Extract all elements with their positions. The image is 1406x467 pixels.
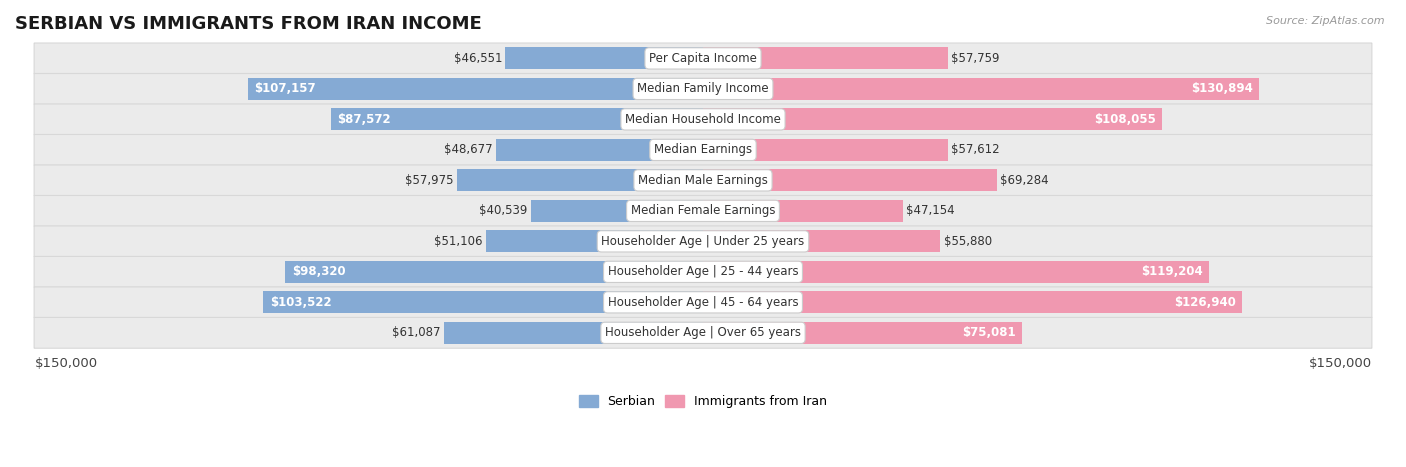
Bar xyxy=(531,200,703,222)
FancyBboxPatch shape xyxy=(34,256,1372,287)
Text: $55,880: $55,880 xyxy=(943,235,991,248)
Bar xyxy=(486,230,703,252)
Text: $57,612: $57,612 xyxy=(950,143,1000,156)
Bar xyxy=(505,48,703,70)
Text: $75,081: $75,081 xyxy=(962,326,1015,340)
Bar xyxy=(285,261,703,283)
Bar xyxy=(443,322,703,344)
Text: $40,539: $40,539 xyxy=(479,205,527,217)
Text: $119,204: $119,204 xyxy=(1142,265,1204,278)
Text: Householder Age | 25 - 44 years: Householder Age | 25 - 44 years xyxy=(607,265,799,278)
FancyBboxPatch shape xyxy=(34,43,1372,74)
FancyBboxPatch shape xyxy=(34,287,1372,318)
FancyBboxPatch shape xyxy=(34,73,1372,104)
Text: $61,087: $61,087 xyxy=(392,326,440,340)
FancyBboxPatch shape xyxy=(34,165,1372,196)
Text: $51,106: $51,106 xyxy=(434,235,482,248)
FancyBboxPatch shape xyxy=(34,134,1372,165)
Bar xyxy=(703,291,1241,313)
Bar xyxy=(703,48,948,70)
Text: $48,677: $48,677 xyxy=(444,143,494,156)
Legend: Serbian, Immigrants from Iran: Serbian, Immigrants from Iran xyxy=(574,390,832,413)
Text: Median Earnings: Median Earnings xyxy=(654,143,752,156)
FancyBboxPatch shape xyxy=(34,226,1372,257)
Text: $69,284: $69,284 xyxy=(1001,174,1049,187)
Text: Median Household Income: Median Household Income xyxy=(626,113,780,126)
Text: $57,759: $57,759 xyxy=(952,52,1000,65)
Bar xyxy=(496,139,703,161)
FancyBboxPatch shape xyxy=(34,104,1372,135)
Text: Householder Age | Under 25 years: Householder Age | Under 25 years xyxy=(602,235,804,248)
Bar xyxy=(703,261,1209,283)
Text: Per Capita Income: Per Capita Income xyxy=(650,52,756,65)
Text: $57,975: $57,975 xyxy=(405,174,454,187)
Text: $126,940: $126,940 xyxy=(1174,296,1236,309)
Bar xyxy=(703,78,1258,100)
Text: $103,522: $103,522 xyxy=(270,296,332,309)
Bar xyxy=(457,170,703,191)
Text: $47,154: $47,154 xyxy=(907,205,955,217)
Bar xyxy=(703,170,997,191)
Bar xyxy=(703,322,1022,344)
Bar xyxy=(263,291,703,313)
Text: $98,320: $98,320 xyxy=(292,265,346,278)
FancyBboxPatch shape xyxy=(34,318,1372,348)
Text: Source: ZipAtlas.com: Source: ZipAtlas.com xyxy=(1267,16,1385,26)
Bar xyxy=(703,108,1161,130)
Text: $46,551: $46,551 xyxy=(454,52,502,65)
Bar xyxy=(247,78,703,100)
Text: $108,055: $108,055 xyxy=(1094,113,1156,126)
Text: SERBIAN VS IMMIGRANTS FROM IRAN INCOME: SERBIAN VS IMMIGRANTS FROM IRAN INCOME xyxy=(15,15,482,33)
FancyBboxPatch shape xyxy=(34,196,1372,226)
Bar xyxy=(703,230,941,252)
Text: $130,894: $130,894 xyxy=(1191,82,1253,95)
Bar xyxy=(330,108,703,130)
Text: Householder Age | 45 - 64 years: Householder Age | 45 - 64 years xyxy=(607,296,799,309)
Text: Median Female Earnings: Median Female Earnings xyxy=(631,205,775,217)
Text: Median Male Earnings: Median Male Earnings xyxy=(638,174,768,187)
Bar xyxy=(703,200,903,222)
Text: Median Family Income: Median Family Income xyxy=(637,82,769,95)
Bar xyxy=(703,139,948,161)
Text: Householder Age | Over 65 years: Householder Age | Over 65 years xyxy=(605,326,801,340)
Text: $107,157: $107,157 xyxy=(254,82,316,95)
Text: $87,572: $87,572 xyxy=(337,113,391,126)
